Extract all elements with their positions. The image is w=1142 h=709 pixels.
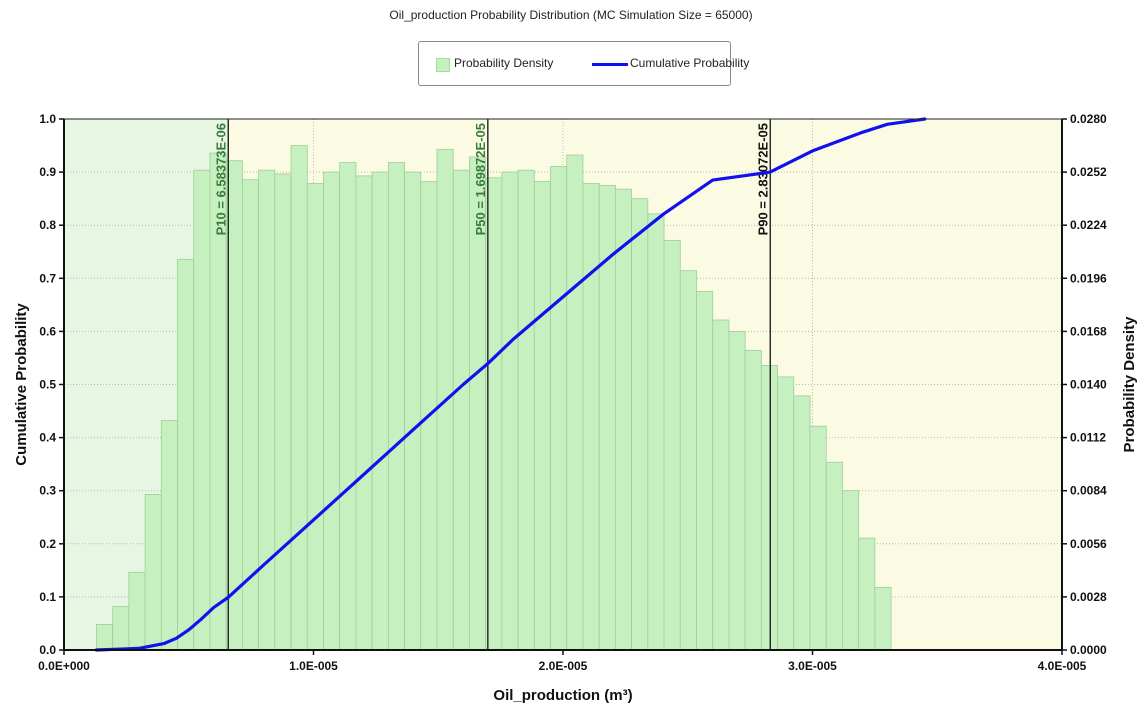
cumulative-probability-line — [94, 117, 927, 652]
histogram-bar — [355, 175, 373, 651]
y-right-tick-label: 0.0084 — [1070, 484, 1107, 498]
y-left-tick-label: 1.0 — [39, 112, 56, 126]
histogram-bar — [404, 171, 422, 651]
histogram-bar — [825, 461, 843, 651]
chart-title: Oil_production Probability Distribution … — [389, 8, 753, 22]
histogram-bar — [128, 571, 146, 651]
histogram-bar — [96, 623, 114, 651]
y-right-axis-title: Probability Density — [1121, 316, 1138, 453]
histogram-bar — [858, 537, 876, 651]
y-left-tick-label: 0.8 — [39, 218, 56, 232]
legend-label-probability-density: Probability Density — [454, 56, 554, 70]
histogram-bar — [306, 183, 324, 651]
histogram-bar — [160, 420, 178, 651]
y-left-tick-label: 0.5 — [39, 378, 56, 392]
histogram-bar — [274, 173, 292, 651]
histogram-bar — [679, 270, 697, 651]
x-axis-title: Oil_production (m³) — [493, 687, 632, 704]
y-right-tick-label: 0.0168 — [1070, 324, 1107, 338]
x-tick-label: 4.0E-005 — [1038, 659, 1087, 673]
histogram-bar — [290, 145, 308, 651]
histogram-bar — [696, 291, 714, 651]
legend-label-cumulative-probability: Cumulative Probability — [630, 56, 750, 70]
histogram-bar — [777, 376, 795, 651]
legend-line-cumulative-probability — [592, 63, 628, 66]
y-right-tick-label: 0.0196 — [1070, 271, 1107, 285]
histogram-bar — [566, 154, 584, 651]
y-left-tick-label: 0.0 — [39, 643, 56, 657]
histogram-bar — [809, 425, 827, 651]
histogram-bar — [663, 239, 681, 651]
y-right-tick-label: 0.0140 — [1070, 378, 1107, 392]
histogram-bar — [533, 181, 551, 651]
y-right-tick-label: 0.0056 — [1070, 537, 1107, 551]
histogram-bar — [339, 162, 357, 651]
histogram-bar — [728, 330, 746, 651]
histogram-bar — [760, 365, 778, 651]
histogram-bar — [842, 490, 860, 651]
y-right-tick-label: 0.0252 — [1070, 165, 1107, 179]
histogram-bar — [387, 162, 405, 651]
y-right-tick-label: 0.0028 — [1070, 590, 1107, 604]
y-right-tick-label: 0.0112 — [1070, 431, 1106, 445]
histogram-bar — [241, 179, 260, 651]
histogram-bar — [712, 319, 730, 651]
histogram-bar — [144, 494, 162, 651]
histogram-bar — [371, 171, 389, 651]
histogram-bar — [501, 171, 519, 651]
histogram-bar — [177, 258, 195, 651]
histogram-bar — [793, 395, 811, 651]
x-tick-label: 1.0E-005 — [289, 659, 338, 673]
y-left-tick-label: 0.1 — [39, 590, 56, 604]
percentile-label-p10: P10 = 6.58373E-06 — [213, 123, 228, 235]
y-left-tick-label: 0.2 — [39, 537, 56, 551]
y-right-tick-label: 0.0224 — [1070, 218, 1107, 232]
histogram-bar — [631, 198, 649, 651]
histogram-bar — [582, 183, 600, 651]
y-left-tick-label: 0.6 — [39, 324, 56, 338]
x-tick-label: 0.0E+000 — [38, 659, 90, 673]
histogram-bar — [258, 169, 276, 651]
histogram-bar — [112, 605, 130, 651]
x-tick-label: 3.0E-005 — [788, 659, 837, 673]
y-left-tick-label: 0.9 — [39, 165, 56, 179]
legend-swatch-probability-density — [436, 58, 450, 72]
chart-legend: Probability Density Cumulative Probabili… — [418, 41, 749, 86]
percentile-label-p50: P50 = 1.69872E-05 — [473, 123, 488, 235]
histogram-bar — [744, 349, 762, 651]
histogram-bar — [193, 169, 211, 651]
histogram-bar — [452, 169, 470, 651]
y-left-tick-label: 0.3 — [39, 484, 56, 498]
x-tick-label: 2.0E-005 — [539, 659, 588, 673]
percentile-label-p90: P90 = 2.83072E-05 — [755, 123, 770, 235]
y-left-tick-label: 0.7 — [39, 271, 56, 285]
histogram-bar — [614, 188, 633, 651]
y-right-tick-label: 0.0280 — [1070, 112, 1107, 126]
histogram-bar — [647, 213, 665, 651]
histogram-bar — [874, 587, 892, 651]
histogram-bar — [517, 169, 535, 651]
y-left-tick-label: 0.4 — [39, 431, 56, 445]
y-right-tick-label: 0.0000 — [1070, 643, 1107, 657]
histogram-bar — [550, 166, 568, 651]
histogram-bar — [323, 171, 341, 651]
y-left-axis-title: Cumulative Probability — [13, 303, 30, 466]
